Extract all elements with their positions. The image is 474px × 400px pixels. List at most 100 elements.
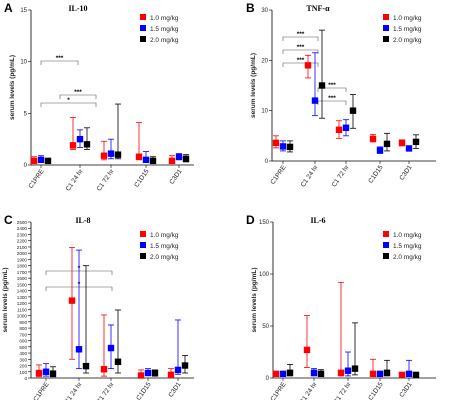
data-point bbox=[405, 145, 413, 152]
legend-marker bbox=[383, 242, 389, 248]
data-point bbox=[37, 156, 45, 164]
chart-panel-d: D IL-6 0 50 100 150 serum levels (pg/mL) C1PRE C… bbox=[246, 213, 436, 400]
y-tick-label: 2400 bbox=[17, 226, 28, 231]
legend-label: 1.5 mg/kg bbox=[150, 243, 179, 250]
y-tick-label: 0 bbox=[266, 376, 270, 382]
data-point bbox=[174, 366, 182, 374]
data-point bbox=[398, 139, 406, 147]
x-tick-label: C1D15 bbox=[367, 381, 385, 400]
data-point bbox=[182, 155, 190, 162]
legend-marker bbox=[140, 253, 146, 259]
x-tick-label: C1PRE bbox=[269, 164, 288, 186]
chart-title: IL-10 bbox=[68, 4, 87, 13]
y-tick-label: 15 bbox=[20, 8, 27, 14]
x-tick-label: C1 72 hr bbox=[331, 163, 352, 188]
data-point bbox=[376, 147, 384, 154]
x-tick-label: C1PRE bbox=[32, 381, 51, 400]
y-tick-label: 150 bbox=[259, 220, 270, 226]
panel-label: A bbox=[4, 1, 13, 15]
x-tick-label: C1 24 hr bbox=[64, 380, 85, 400]
data-point bbox=[114, 151, 122, 158]
legend-label: 1.5 mg/kg bbox=[393, 26, 422, 33]
data-point bbox=[76, 135, 84, 143]
data-point bbox=[82, 362, 90, 370]
chart-panel-a: A IL-10 0 5 10 15 serum levels (pg/mL) C1PRE C1 … bbox=[4, 1, 194, 193]
y-tick-label: 0 bbox=[24, 376, 27, 381]
x-tick-label: C3D1 bbox=[167, 381, 182, 399]
legend-marker bbox=[140, 242, 146, 248]
data-point bbox=[149, 157, 157, 165]
legend-marker bbox=[140, 231, 146, 237]
panel-label: B bbox=[246, 1, 255, 15]
data-point bbox=[181, 362, 189, 369]
legend-marker bbox=[383, 253, 389, 259]
data-point bbox=[310, 369, 318, 376]
data-point bbox=[168, 157, 176, 165]
data-point bbox=[304, 62, 312, 69]
data-point bbox=[107, 150, 115, 157]
data-point bbox=[279, 370, 287, 378]
data-point bbox=[344, 367, 352, 374]
significance-label: *** bbox=[328, 95, 336, 102]
x-tick-label: C1D15 bbox=[135, 381, 153, 400]
y-axis-label: serum levels (pg/mL) bbox=[250, 53, 257, 118]
significance-label: *** bbox=[297, 57, 305, 64]
significance-label: *** bbox=[297, 44, 305, 51]
y-tick-label: 2100 bbox=[17, 245, 28, 250]
legend-marker bbox=[383, 14, 389, 20]
data-point bbox=[318, 82, 326, 89]
y-tick-label: 1800 bbox=[17, 264, 28, 269]
data-point bbox=[75, 346, 83, 353]
y-tick-label: 1700 bbox=[17, 270, 28, 275]
y-tick-label: 1500 bbox=[17, 282, 28, 287]
data-point bbox=[107, 344, 115, 352]
legend-marker bbox=[383, 36, 389, 42]
panel-label: D bbox=[246, 213, 255, 227]
legend-label: 1.0 mg/kg bbox=[150, 15, 179, 22]
y-tick-label: 100 bbox=[19, 370, 27, 375]
y-tick-label: 500 bbox=[19, 345, 27, 350]
y-axis-label: serum levels (pg/mL) bbox=[2, 267, 9, 332]
data-point bbox=[44, 157, 52, 165]
significance-label: *** bbox=[74, 89, 82, 96]
x-tick-label: C1 24 hr bbox=[65, 167, 86, 192]
data-point bbox=[114, 358, 122, 365]
significance-bracket bbox=[282, 49, 319, 54]
y-tick-label: 2300 bbox=[17, 232, 28, 237]
data-point bbox=[279, 143, 287, 150]
y-tick-label: 1600 bbox=[17, 276, 28, 281]
y-tick-label: 400 bbox=[19, 351, 27, 356]
data-point bbox=[412, 371, 420, 379]
significance-bracket bbox=[317, 87, 347, 92]
data-point bbox=[351, 365, 359, 372]
y-tick-label: 100 bbox=[259, 272, 270, 278]
data-point bbox=[383, 369, 391, 376]
x-tick-label: C1 72 hr bbox=[96, 380, 117, 400]
data-point bbox=[349, 107, 357, 114]
data-point bbox=[167, 371, 175, 379]
legend-marker bbox=[140, 14, 146, 20]
significance-bracket bbox=[40, 60, 79, 65]
y-tick-label: 2000 bbox=[17, 251, 28, 256]
y-tick-label: 700 bbox=[19, 332, 27, 337]
data-point bbox=[135, 153, 143, 160]
data-point bbox=[272, 370, 280, 378]
x-tick-label: C1D15 bbox=[133, 168, 151, 189]
y-tick-label: 1000 bbox=[17, 314, 28, 319]
data-point bbox=[311, 97, 319, 104]
y-tick-label: 0 bbox=[24, 163, 28, 169]
data-point bbox=[30, 157, 38, 165]
x-tick-label: C1D15 bbox=[367, 164, 385, 185]
y-tick-label: 600 bbox=[19, 339, 27, 344]
y-axis-label: serum levels (pg/mL) bbox=[251, 267, 258, 332]
y-tick-label: 1200 bbox=[17, 301, 28, 306]
significance-bracket bbox=[282, 62, 319, 67]
data-point bbox=[142, 156, 150, 164]
x-tick-label: C1 24 hr bbox=[300, 163, 321, 188]
legend-label: 2.0 mg/kg bbox=[150, 37, 179, 44]
y-tick-label: 1400 bbox=[17, 289, 28, 294]
legend-label: 1.0 mg/kg bbox=[393, 15, 422, 22]
data-point bbox=[317, 370, 325, 378]
